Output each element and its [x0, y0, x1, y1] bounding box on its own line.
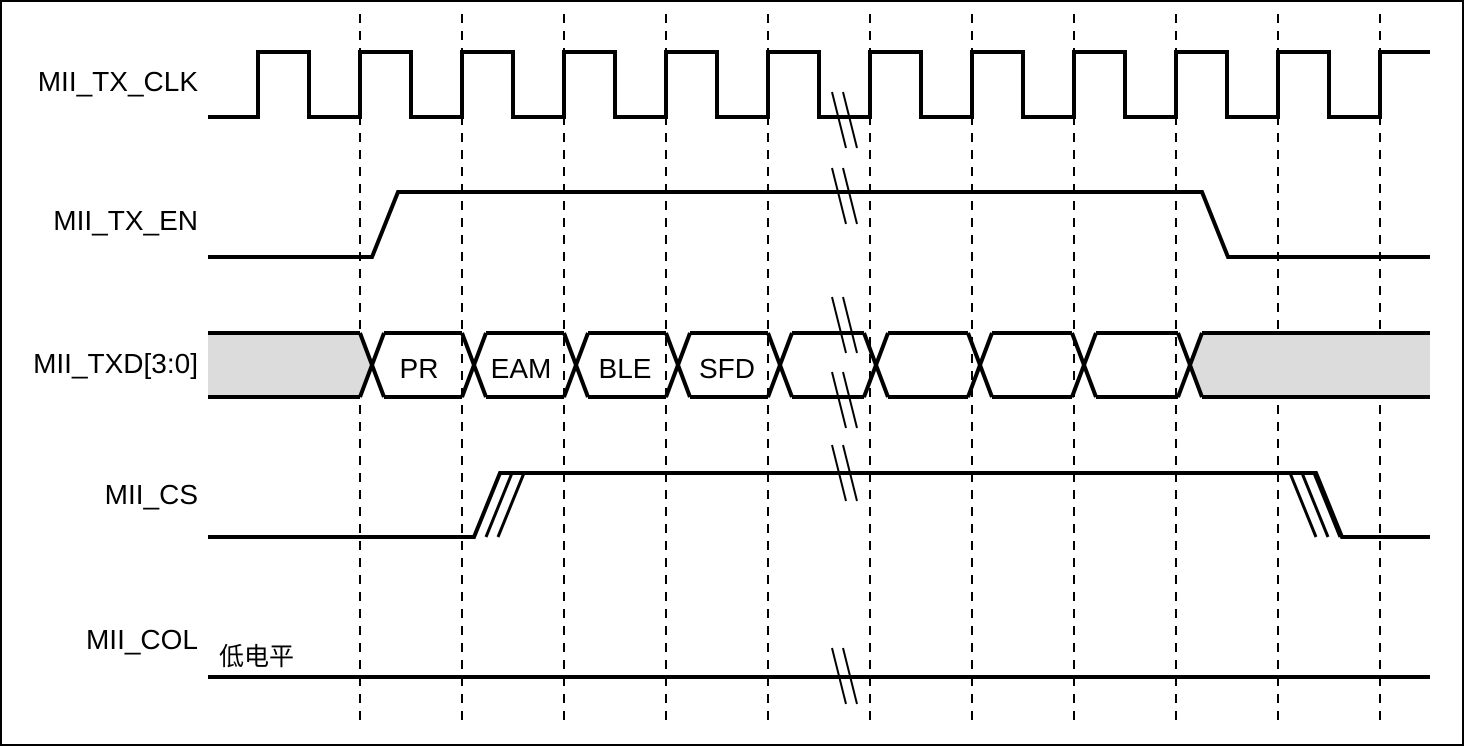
txd-idle-region-left [208, 333, 372, 397]
label-mii-tx-clk: MII_TX_CLK [38, 66, 199, 97]
break-mark [842, 91, 858, 149]
break-mark [831, 167, 847, 225]
cs-waveform [208, 471, 1430, 539]
cs-main-edge [208, 471, 1430, 539]
tx-clk-waveform [208, 50, 1430, 119]
txd-segment-sfd: SFD [699, 353, 755, 384]
break-mark [842, 371, 858, 429]
break-mark [831, 444, 847, 502]
txd-segment-eam: EAM [491, 353, 552, 384]
txd-segment-pr: PR [400, 353, 439, 384]
cs-rise-skew [472, 472, 526, 538]
break-mark [831, 647, 847, 705]
cs-fall-skew [1288, 472, 1342, 538]
txd-segment-ble: BLE [599, 353, 652, 384]
label-mii-col: MII_COL [86, 624, 198, 655]
label-mii-tx-en: MII_TX_EN [53, 205, 198, 236]
break-mark [842, 167, 858, 225]
break-mark [831, 296, 847, 354]
tx-en-waveform [208, 190, 1430, 259]
label-mii-cs: MII_CS [105, 479, 198, 510]
time-break-marks [831, 91, 858, 705]
col-low-level-note: 低电平 [219, 642, 294, 671]
txd-bus-waveform [208, 331, 1430, 399]
break-mark [831, 371, 847, 429]
break-mark [842, 444, 858, 502]
label-mii-txd: MII_TXD[3:0] [33, 348, 198, 379]
break-mark [831, 91, 847, 149]
txd-idle-region-right [1190, 333, 1430, 397]
txd-bus-outline [208, 331, 1430, 399]
break-mark [842, 647, 858, 705]
break-mark [842, 296, 858, 354]
